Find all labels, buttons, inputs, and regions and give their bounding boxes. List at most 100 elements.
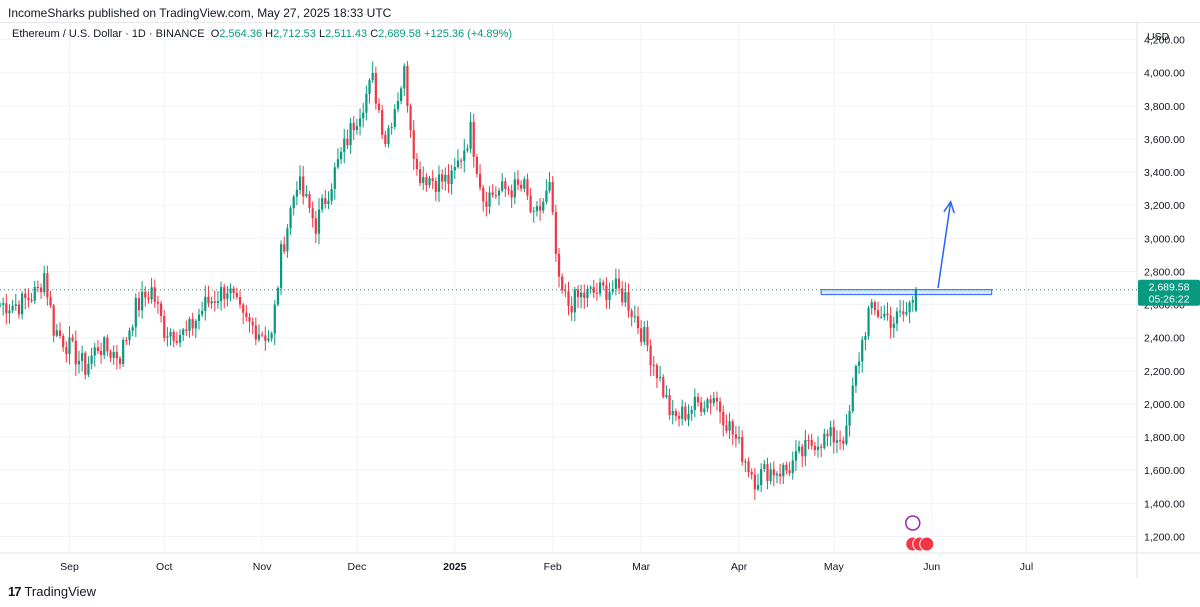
candle-body [861, 339, 864, 362]
candle-body [36, 286, 40, 288]
tradingview-logo-icon: 17 [8, 584, 22, 599]
candle-body [213, 301, 216, 303]
candle-body [295, 189, 298, 197]
candle-body [137, 297, 141, 311]
candle-body [731, 421, 734, 435]
candle-body [889, 315, 892, 328]
candle-body [339, 151, 343, 160]
candle-body [873, 302, 876, 311]
chart-svg[interactable]: 4,200.00 4,000.00 3,800.00 3,600.00 3,400.00… [0, 23, 1200, 578]
candle-body [535, 206, 539, 211]
candle-body [548, 181, 551, 191]
close-label: C [370, 28, 379, 40]
candle-body [630, 310, 633, 318]
candle-body [330, 188, 333, 201]
candle-body [545, 190, 548, 202]
y-tick-label: 4,200.00 [1144, 35, 1185, 47]
candle-body [501, 181, 504, 191]
candle-body [557, 253, 561, 277]
candle-body [17, 304, 21, 315]
candle-body [327, 200, 330, 205]
candle-body [109, 351, 112, 358]
candle-body [403, 65, 406, 89]
candle-body [118, 358, 122, 364]
candle-body [785, 464, 788, 471]
publish-line: IncomeSharks published on TradingView.co… [8, 6, 392, 20]
candle-body [210, 301, 213, 304]
candle-body [674, 411, 677, 417]
candle-body [684, 406, 687, 420]
candle-body [39, 287, 43, 293]
projection-arrow-head[interactable] [943, 200, 955, 214]
candle-body [276, 287, 280, 305]
candle-body [2, 303, 5, 305]
resistance-zone[interactable] [820, 289, 993, 296]
candle-body [321, 198, 324, 210]
candle-body [182, 329, 185, 335]
event-bolt-icon[interactable] [905, 515, 921, 531]
candle-body [598, 282, 602, 294]
candle-body [156, 301, 160, 304]
candle-body [779, 473, 782, 477]
candle-body [248, 317, 251, 322]
candle-body [690, 409, 693, 414]
candle-body [529, 195, 532, 212]
x-tick-label: Nov [253, 561, 272, 573]
candle-body [665, 395, 668, 397]
candle-body [826, 433, 829, 437]
candle-body [580, 292, 583, 298]
symbol-label[interactable]: Ethereum / U.S. Dollar · 1D · BINANCE [12, 28, 205, 40]
candle-body [428, 178, 431, 186]
candle-body [867, 307, 870, 336]
candle-body [400, 88, 403, 102]
candle-body [317, 209, 321, 234]
candle-body [144, 291, 147, 298]
candle-body [450, 170, 453, 185]
last-price-label: 2,689.58 [1149, 282, 1190, 294]
candle-body [286, 228, 289, 252]
candle-body [715, 397, 719, 402]
candle-body [90, 355, 93, 364]
candle-body [718, 401, 722, 413]
candle-body [223, 287, 226, 299]
candle-body [605, 285, 608, 301]
candle-body [914, 289, 918, 311]
candle-body [254, 325, 257, 340]
candle-body [810, 439, 813, 446]
candle-body [141, 291, 144, 311]
candle-body [207, 296, 210, 304]
y-tick-label: 2,200.00 [1144, 366, 1185, 378]
candle-body [829, 427, 832, 437]
candle-body [447, 174, 450, 185]
candle-body [633, 316, 636, 318]
candle-body [251, 321, 254, 326]
candle-body [592, 287, 595, 293]
candle-body [561, 276, 564, 291]
candle-body [482, 187, 485, 202]
candle-body [832, 427, 835, 443]
candle-body [700, 402, 703, 412]
y-tick-label: 3,200.00 [1144, 200, 1185, 212]
candle-body [238, 297, 242, 305]
candle-body [769, 469, 772, 482]
candle-body [150, 287, 153, 300]
event-flag-icon[interactable] [919, 536, 935, 552]
candle-body [298, 176, 302, 190]
candle-body [542, 201, 545, 211]
candle-body [412, 130, 415, 159]
candle-body [49, 297, 52, 306]
candle-body [551, 181, 554, 213]
candle-body [68, 337, 71, 355]
projection-arrow-shaft[interactable] [937, 201, 952, 289]
candle-body [608, 291, 611, 301]
candle-body [658, 377, 662, 379]
candle-body [8, 310, 11, 314]
y-tick-label: 1,600.00 [1144, 465, 1185, 477]
candle-body [422, 177, 425, 184]
candle-body [883, 313, 886, 317]
candle-body [43, 273, 46, 293]
candle-body [166, 336, 169, 338]
candle-body [147, 297, 150, 300]
tradingview-brand[interactable]: 17 TradingView [8, 584, 96, 599]
candle-body [324, 198, 327, 205]
